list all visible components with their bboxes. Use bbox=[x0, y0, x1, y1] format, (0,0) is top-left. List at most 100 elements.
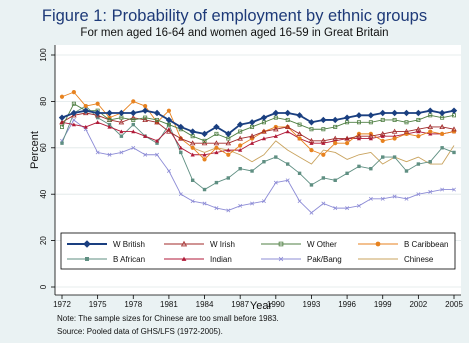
data-point bbox=[278, 256, 284, 262]
data-point bbox=[178, 192, 183, 197]
data-point bbox=[403, 128, 410, 134]
data-point bbox=[404, 131, 409, 136]
data-point bbox=[107, 117, 112, 122]
data-point bbox=[190, 152, 195, 157]
data-point bbox=[214, 145, 219, 150]
x-tick-label: 1978 bbox=[124, 300, 142, 309]
data-point bbox=[131, 129, 136, 134]
data-point bbox=[119, 134, 124, 138]
data-point bbox=[273, 180, 278, 185]
data-point bbox=[369, 166, 373, 171]
data-point bbox=[273, 126, 279, 132]
data-point bbox=[83, 103, 88, 109]
data-point bbox=[321, 152, 326, 157]
data-point bbox=[345, 171, 349, 176]
data-point bbox=[260, 114, 268, 121]
data-point bbox=[213, 123, 220, 131]
data-point bbox=[297, 122, 302, 127]
data-point bbox=[261, 199, 266, 204]
data-point bbox=[214, 131, 219, 136]
data-point bbox=[94, 109, 101, 117]
data-point bbox=[404, 120, 409, 125]
data-point bbox=[179, 150, 183, 155]
data-point bbox=[190, 178, 195, 182]
data-point bbox=[309, 141, 314, 145]
data-point bbox=[95, 150, 100, 155]
legend-box bbox=[60, 232, 456, 270]
series-line bbox=[61, 105, 455, 191]
legend-item: W Other bbox=[261, 240, 337, 249]
legend-item: Chinese bbox=[358, 255, 434, 264]
data-point bbox=[428, 129, 433, 134]
x-tick-label: 1975 bbox=[89, 300, 107, 309]
data-point bbox=[166, 128, 172, 134]
data-point bbox=[321, 176, 326, 180]
series-b-caribbean bbox=[59, 90, 457, 162]
data-point bbox=[166, 169, 171, 173]
x-tick-label: 1987 bbox=[231, 300, 249, 309]
data-point bbox=[285, 162, 290, 166]
data-point bbox=[284, 109, 291, 117]
data-point bbox=[261, 136, 267, 141]
data-point bbox=[333, 141, 338, 146]
data-point bbox=[250, 169, 254, 173]
x-tick-label: 1981 bbox=[160, 300, 178, 309]
data-point bbox=[143, 152, 148, 157]
data-point bbox=[71, 117, 76, 122]
legend-item: B Caribbean bbox=[358, 240, 448, 249]
data-point bbox=[107, 124, 112, 129]
series-line bbox=[61, 112, 455, 144]
data-point bbox=[180, 240, 188, 247]
data-point bbox=[226, 176, 231, 180]
data-point bbox=[357, 164, 361, 169]
gridlines bbox=[55, 54, 461, 288]
data-point bbox=[333, 206, 338, 211]
series-line bbox=[61, 109, 455, 135]
data-point bbox=[415, 126, 422, 132]
data-point bbox=[155, 152, 159, 157]
data-point bbox=[178, 145, 183, 150]
data-point bbox=[380, 117, 385, 122]
data-point bbox=[238, 129, 243, 134]
data-point bbox=[142, 117, 148, 123]
data-point bbox=[238, 166, 242, 171]
data-point bbox=[356, 136, 362, 141]
data-point bbox=[248, 119, 256, 126]
data-point bbox=[249, 136, 255, 141]
data-point bbox=[320, 137, 327, 143]
data-point bbox=[59, 94, 65, 99]
series-line bbox=[61, 121, 455, 156]
series-line bbox=[192, 140, 455, 165]
data-point bbox=[344, 141, 350, 146]
data-point bbox=[250, 201, 255, 206]
data-point bbox=[177, 123, 184, 131]
data-point bbox=[226, 152, 231, 157]
data-point bbox=[165, 116, 173, 124]
series-lines bbox=[58, 90, 458, 215]
data-point bbox=[190, 145, 195, 150]
x-tick-label: 1990 bbox=[267, 300, 285, 309]
data-point bbox=[380, 134, 385, 138]
data-point bbox=[272, 109, 280, 117]
data-point bbox=[154, 138, 160, 143]
x-tick-label: 2005 bbox=[445, 300, 463, 309]
data-point bbox=[368, 196, 373, 201]
data-point bbox=[332, 116, 339, 124]
data-point bbox=[450, 107, 458, 114]
data-point bbox=[321, 127, 326, 132]
data-point bbox=[190, 199, 195, 204]
data-point bbox=[131, 145, 136, 150]
data-point bbox=[332, 135, 338, 141]
data-point bbox=[262, 160, 266, 164]
data-point bbox=[345, 206, 350, 211]
data-point bbox=[392, 155, 397, 159]
data-point bbox=[375, 241, 381, 247]
y-tick-label: 100 bbox=[39, 48, 48, 62]
data-point bbox=[416, 117, 421, 122]
data-point bbox=[119, 129, 124, 134]
data-point bbox=[285, 129, 290, 134]
data-point bbox=[60, 141, 64, 145]
data-point bbox=[379, 130, 386, 136]
data-point bbox=[83, 124, 88, 129]
data-point bbox=[143, 103, 148, 109]
